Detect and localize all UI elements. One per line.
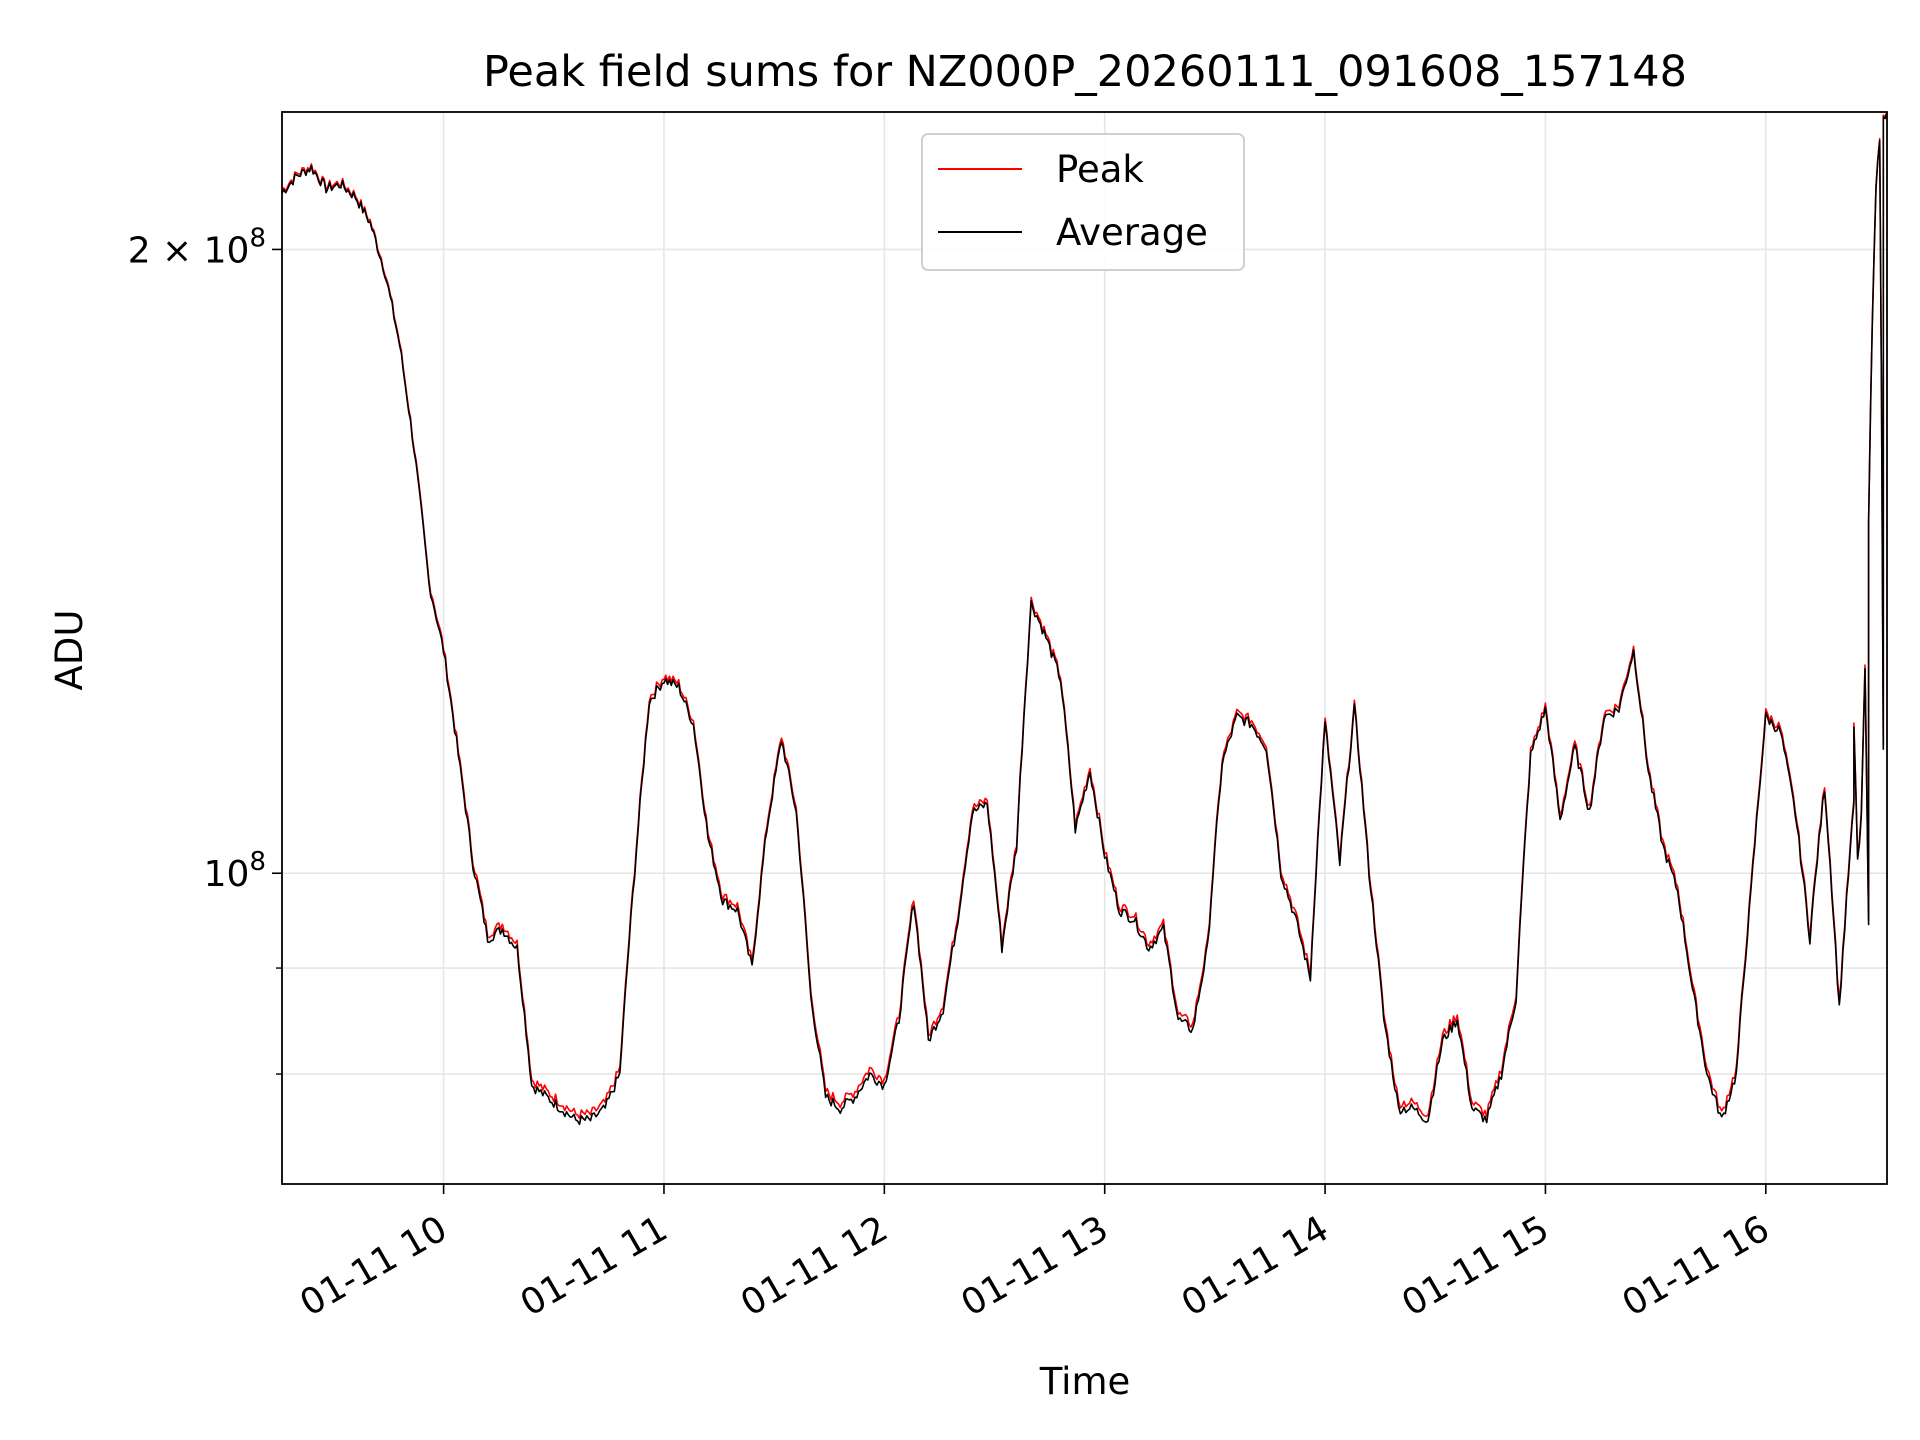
- x-tick-label: 01-11 12: [734, 1208, 895, 1324]
- y-tick-label: 2 × 108: [128, 223, 266, 271]
- plot-area-frame: [281, 111, 1888, 1185]
- x-axis-label: Time: [1039, 1360, 1131, 1403]
- x-tick-label: 01-11 14: [1175, 1208, 1336, 1324]
- y-tick-label: 108: [204, 847, 266, 895]
- x-tick-label: 01-11 10: [293, 1208, 454, 1324]
- y-axis: 108 2 × 108: [128, 223, 282, 1075]
- legend-label-peak: Peak: [1056, 148, 1144, 191]
- legend-label-average: Average: [1056, 211, 1208, 254]
- y-axis-label: ADU: [48, 610, 91, 691]
- legend: Peak Average: [921, 133, 1245, 271]
- grid: [282, 112, 1887, 1184]
- x-tick-label: 01-11 15: [1395, 1208, 1556, 1324]
- series-line-average: [281, 111, 1888, 1126]
- chart-title: Peak field sums for NZ000P_20260111_0916…: [483, 47, 1687, 97]
- x-tick-label: 01-11 11: [514, 1208, 675, 1324]
- x-axis: 01-11 10 01-11 11 01-11 12 01-11 13 01-11 14…: [293, 1184, 1776, 1325]
- x-tick-label: 01-11 16: [1616, 1208, 1777, 1324]
- series-lines: [281, 111, 1888, 1126]
- x-tick-label: 01-11 13: [955, 1208, 1116, 1324]
